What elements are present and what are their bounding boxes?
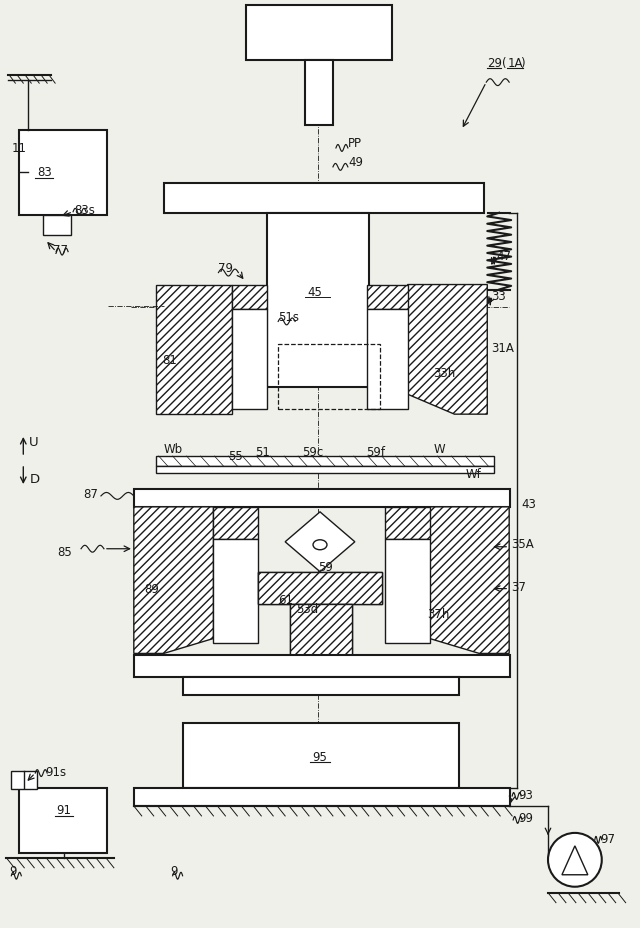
Bar bbox=[278, 345, 380, 410]
Bar bbox=[367, 310, 408, 410]
Polygon shape bbox=[385, 508, 429, 539]
Text: 47: 47 bbox=[496, 250, 511, 263]
Bar bbox=[305, 61, 333, 126]
Text: (: ( bbox=[502, 57, 507, 70]
Text: 37h: 37h bbox=[428, 608, 450, 621]
Text: 51: 51 bbox=[255, 445, 270, 458]
Bar bbox=[232, 310, 268, 410]
Polygon shape bbox=[156, 285, 232, 415]
Text: 85: 85 bbox=[57, 546, 72, 559]
Text: PP: PP bbox=[348, 137, 362, 150]
Text: 9: 9 bbox=[171, 864, 178, 877]
Text: 59f: 59f bbox=[366, 445, 385, 458]
Text: 91: 91 bbox=[56, 804, 72, 817]
Bar bbox=[19, 131, 107, 215]
Text: 97: 97 bbox=[600, 832, 615, 845]
Ellipse shape bbox=[313, 540, 327, 550]
Bar bbox=[134, 489, 510, 508]
Text: 59: 59 bbox=[318, 561, 333, 574]
Bar bbox=[290, 604, 352, 656]
Text: 55: 55 bbox=[228, 449, 243, 462]
Bar bbox=[156, 467, 494, 473]
Text: 59c: 59c bbox=[302, 445, 323, 458]
Bar bbox=[246, 6, 392, 61]
Text: U: U bbox=[29, 435, 39, 448]
Polygon shape bbox=[285, 512, 355, 572]
Text: 35A: 35A bbox=[511, 537, 534, 550]
Text: ): ) bbox=[520, 57, 525, 70]
Bar bbox=[259, 572, 381, 604]
Bar bbox=[182, 724, 460, 788]
Bar bbox=[214, 539, 259, 644]
Text: 49: 49 bbox=[348, 156, 363, 169]
Circle shape bbox=[548, 833, 602, 887]
Polygon shape bbox=[232, 285, 268, 310]
Text: 95: 95 bbox=[312, 750, 328, 763]
Text: 89: 89 bbox=[144, 583, 159, 596]
Bar bbox=[164, 184, 484, 213]
Bar bbox=[182, 677, 460, 696]
Text: 83s: 83s bbox=[74, 204, 95, 217]
Text: 87: 87 bbox=[83, 488, 98, 501]
Bar bbox=[44, 215, 71, 236]
Text: 11: 11 bbox=[12, 142, 26, 155]
Text: 37: 37 bbox=[511, 581, 526, 594]
Bar bbox=[156, 457, 494, 467]
Text: 31A: 31A bbox=[492, 342, 514, 354]
Polygon shape bbox=[562, 846, 588, 875]
Text: 43: 43 bbox=[521, 497, 536, 510]
Text: 45: 45 bbox=[308, 286, 323, 299]
Bar bbox=[385, 539, 429, 644]
Text: 29: 29 bbox=[487, 57, 502, 70]
Text: 53d: 53d bbox=[296, 602, 318, 615]
Bar bbox=[268, 213, 369, 388]
Text: 33: 33 bbox=[492, 290, 506, 303]
Text: W: W bbox=[433, 442, 445, 455]
Bar bbox=[134, 656, 510, 677]
Text: Wf: Wf bbox=[465, 468, 481, 481]
Text: 9: 9 bbox=[10, 864, 17, 877]
Text: Wb: Wb bbox=[164, 442, 183, 455]
Polygon shape bbox=[259, 572, 381, 604]
Polygon shape bbox=[214, 508, 259, 539]
Polygon shape bbox=[290, 604, 352, 656]
Text: 93: 93 bbox=[518, 788, 533, 801]
Text: 83: 83 bbox=[37, 166, 52, 179]
Text: 99: 99 bbox=[518, 812, 533, 825]
Polygon shape bbox=[367, 285, 408, 310]
Text: 33h: 33h bbox=[433, 367, 456, 380]
Text: 91s: 91s bbox=[45, 765, 67, 778]
Text: 1A: 1A bbox=[507, 57, 523, 70]
Bar bbox=[19, 788, 107, 853]
Polygon shape bbox=[429, 508, 509, 653]
Text: 81: 81 bbox=[163, 354, 177, 367]
Polygon shape bbox=[408, 285, 487, 415]
Text: 61: 61 bbox=[278, 593, 293, 606]
Text: 51s: 51s bbox=[278, 311, 299, 324]
Text: 79: 79 bbox=[218, 262, 234, 275]
Bar bbox=[12, 771, 37, 789]
Text: D: D bbox=[29, 473, 40, 486]
Text: 77: 77 bbox=[53, 244, 68, 257]
Bar bbox=[134, 788, 510, 806]
Polygon shape bbox=[134, 508, 214, 653]
